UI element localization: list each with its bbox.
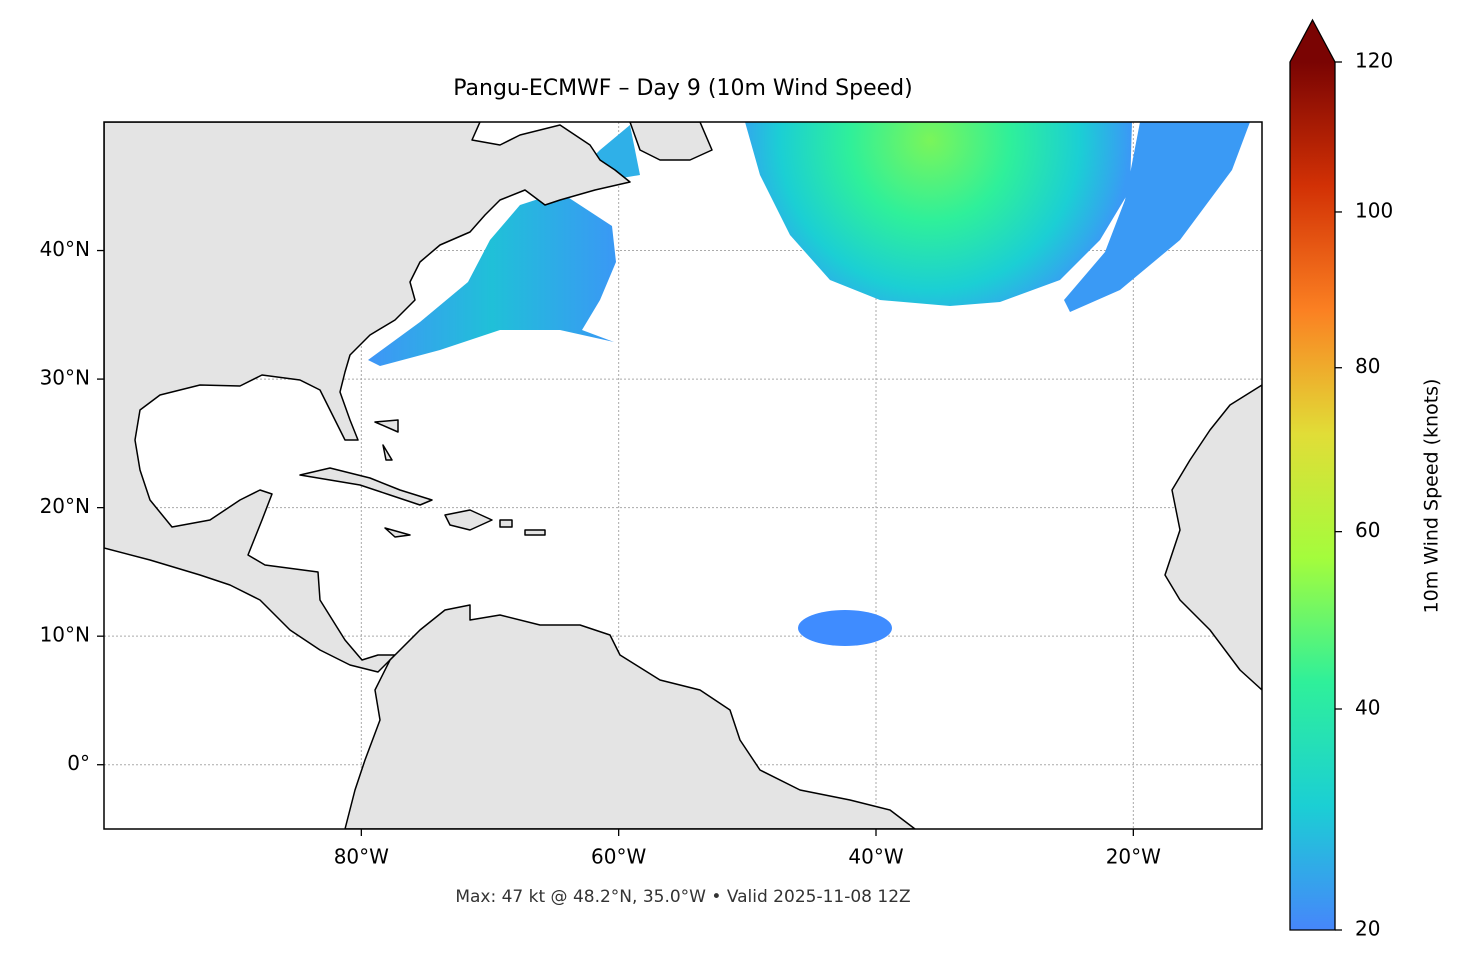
x-tick-label: 80°W bbox=[334, 845, 389, 869]
colorbar-extend bbox=[1290, 20, 1335, 62]
colorbar-tick-label: 20 bbox=[1355, 917, 1380, 941]
wind-field bbox=[798, 610, 892, 646]
colorbar-gradient bbox=[1290, 62, 1335, 930]
wind-field bbox=[368, 192, 616, 366]
y-tick-label: 0° bbox=[67, 751, 90, 775]
colorbar-label: 10m Wind Speed (knots) bbox=[1421, 379, 1443, 614]
axes-ticks: 80°W 60°W 40°W 20°W 0° 10°N 20°N 30°N 40°N bbox=[40, 237, 1162, 868]
colorbar-tick-label: 80 bbox=[1355, 354, 1380, 378]
africa bbox=[1164, 384, 1262, 691]
wind-field bbox=[745, 122, 1132, 306]
colorbar-tick-label: 60 bbox=[1355, 518, 1380, 542]
footnote: Max: 47 kt @ 48.2°N, 35.0°W • Valid 2025… bbox=[455, 887, 910, 907]
x-tick-label: 40°W bbox=[848, 845, 903, 869]
south-america bbox=[344, 604, 916, 829]
x-tick-label: 20°W bbox=[1106, 845, 1161, 869]
map-area bbox=[104, 122, 1262, 829]
colorbar-outline bbox=[1289, 18, 1336, 931]
wind-field bbox=[1064, 122, 1250, 312]
axes-frame bbox=[103, 121, 1263, 830]
north-america bbox=[104, 122, 631, 673]
y-tick-label: 40°N bbox=[40, 237, 90, 261]
caribbean-islands bbox=[299, 419, 546, 538]
atlantic-canada bbox=[629, 122, 713, 161]
colorbar-tick-label: 120 bbox=[1355, 49, 1393, 73]
colorbar-tick-label: 100 bbox=[1355, 198, 1393, 222]
colorbar-tick-label: 40 bbox=[1355, 695, 1380, 719]
y-tick-label: 30°N bbox=[40, 366, 90, 390]
colorbar: 20 40 60 80 100 120 bbox=[1289, 18, 1393, 941]
x-tick-label: 60°W bbox=[591, 845, 646, 869]
y-tick-label: 20°N bbox=[40, 494, 90, 518]
map-title: Pangu-ECMWF – Day 9 (10m Wind Speed) bbox=[453, 76, 912, 101]
y-tick-label: 10°N bbox=[40, 623, 90, 647]
